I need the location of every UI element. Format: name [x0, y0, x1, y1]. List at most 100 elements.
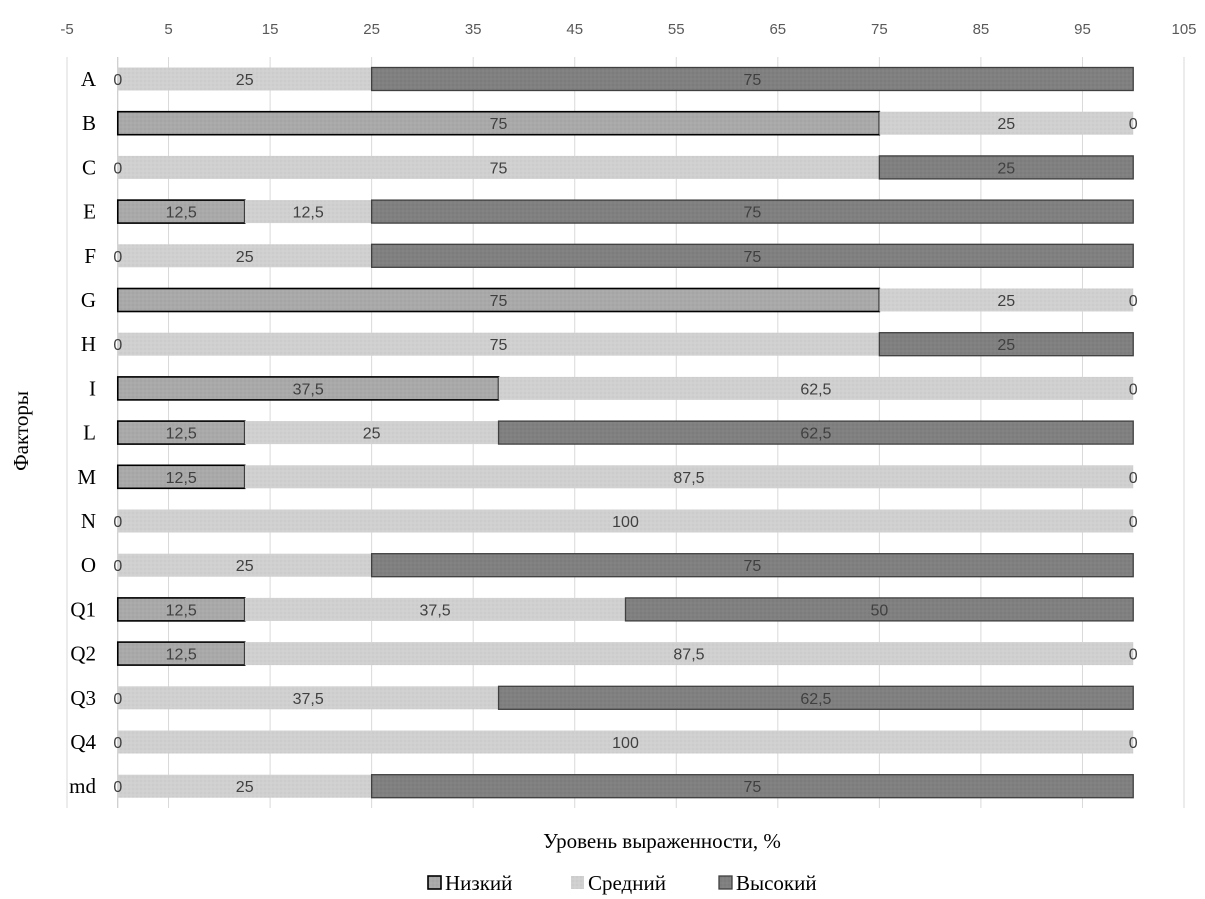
- data-label-medium: 25: [236, 779, 254, 796]
- data-label-medium: 75: [490, 160, 508, 177]
- bar-medium: [117, 774, 372, 798]
- data-label-medium: 100: [612, 735, 639, 752]
- y-category-label: Q2: [70, 642, 96, 666]
- y-category-label: Q1: [70, 597, 96, 621]
- data-label-high: 62,5: [800, 691, 831, 708]
- bar-medium: [244, 642, 1134, 666]
- data-label-high: 62,5: [800, 426, 831, 443]
- bar-high: [370, 774, 1134, 799]
- data-label-high: 0: [1129, 470, 1138, 487]
- bar-high: [370, 553, 1134, 578]
- x-tick-label: 65: [769, 21, 786, 38]
- legend-swatch-high: [718, 875, 733, 890]
- data-label-medium: 25: [997, 116, 1015, 133]
- bar-high: [497, 420, 1134, 445]
- data-label-medium: 25: [997, 293, 1015, 310]
- data-label-medium: 75: [490, 337, 508, 354]
- x-tick-label: 45: [566, 21, 583, 38]
- x-axis-title: Уровень выраженности, %: [543, 829, 781, 853]
- y-category-label: C: [82, 155, 96, 179]
- bar-high: [624, 597, 1134, 622]
- x-tick-label: 75: [871, 21, 888, 38]
- y-category-label: L: [83, 421, 96, 445]
- data-label-low: 0: [113, 691, 122, 708]
- data-label-high: 75: [744, 249, 762, 266]
- data-label-low: 12,5: [166, 470, 197, 487]
- x-tick-label: -5: [60, 21, 73, 38]
- y-category-label: Q3: [70, 686, 96, 710]
- data-label-low: 12,5: [166, 647, 197, 664]
- y-category-label: B: [82, 111, 96, 135]
- y-category-label: E: [83, 200, 96, 224]
- y-category-label: I: [89, 376, 96, 400]
- y-category-label: G: [81, 288, 96, 312]
- x-tick-label: 15: [262, 21, 279, 38]
- bar-high: [878, 332, 1134, 357]
- x-tick-label: 55: [668, 21, 685, 38]
- bar-high: [370, 243, 1134, 268]
- data-label-medium: 25: [236, 558, 254, 575]
- bar-medium: [117, 155, 880, 179]
- bars: [116, 66, 1134, 799]
- data-label-high: 0: [1129, 514, 1138, 531]
- data-label-high: 0: [1129, 381, 1138, 398]
- data-label-low: 12,5: [166, 426, 197, 443]
- y-category-label: A: [81, 67, 97, 91]
- legend-label-low: Низкий: [445, 871, 512, 895]
- data-label-high: 0: [1129, 735, 1138, 752]
- data-label-low: 0: [113, 72, 122, 89]
- data-label-medium: 37,5: [293, 691, 324, 708]
- data-label-high: 25: [997, 160, 1015, 177]
- x-tick-label: 35: [465, 21, 482, 38]
- data-label-low: 0: [113, 514, 122, 531]
- x-tick-label: 95: [1074, 21, 1091, 38]
- bar-medium: [498, 376, 1134, 400]
- data-label-low: 37,5: [293, 381, 324, 398]
- data-label-high: 75: [744, 779, 762, 796]
- data-label-medium: 12,5: [293, 205, 324, 222]
- bar-high: [878, 155, 1134, 180]
- y-category-label: F: [84, 244, 96, 268]
- y-category-label: M: [77, 465, 96, 489]
- legend-swatch-medium: [571, 876, 584, 889]
- data-label-low: 0: [113, 160, 122, 177]
- legend-label-high: Высокий: [736, 871, 817, 895]
- data-label-low: 0: [113, 337, 122, 354]
- x-tick-label: 105: [1171, 21, 1196, 38]
- data-label-medium: 100: [612, 514, 639, 531]
- bar-medium: [879, 111, 1134, 135]
- bar-medium: [244, 421, 499, 445]
- y-axis-title: Факторы: [9, 391, 33, 471]
- data-label-high: 75: [744, 72, 762, 89]
- data-labels: 0 25 75 75 25 0 0 75 25 12,5 12,5 75 0 25 75 75 25 0 0 75 25…: [113, 72, 1137, 796]
- bar-medium: [117, 553, 372, 577]
- bar-medium: [117, 67, 372, 91]
- y-category-label: O: [81, 553, 96, 577]
- data-label-low: 0: [113, 779, 122, 796]
- x-axis-ticks: -5 5 15 25 35 45 55 65 75 85 95 105: [60, 21, 1196, 38]
- data-label-low: 0: [113, 249, 122, 266]
- data-label-high: 0: [1129, 293, 1138, 310]
- bar-medium: [244, 465, 1134, 489]
- bar-high: [370, 66, 1134, 92]
- data-label-medium: 62,5: [800, 381, 831, 398]
- y-category-label: N: [81, 509, 96, 533]
- data-label-medium: 25: [236, 72, 254, 89]
- bar-medium: [879, 288, 1134, 312]
- data-label-high: 25: [997, 337, 1015, 354]
- data-label-high: 75: [744, 558, 762, 575]
- bar-medium: [117, 332, 880, 356]
- data-label-medium: 87,5: [673, 470, 704, 487]
- bar-medium: [117, 509, 1134, 533]
- bar-high: [370, 199, 1134, 224]
- data-label-high: 0: [1129, 116, 1138, 133]
- data-label-high: 75: [744, 205, 762, 222]
- bar-medium: [244, 200, 372, 224]
- bar-medium: [117, 730, 1134, 754]
- data-label-medium: 37,5: [420, 602, 451, 619]
- data-label-medium: 25: [363, 426, 381, 443]
- data-label-low: 0: [113, 735, 122, 752]
- y-category-label: H: [81, 332, 96, 356]
- bar-medium: [117, 686, 499, 710]
